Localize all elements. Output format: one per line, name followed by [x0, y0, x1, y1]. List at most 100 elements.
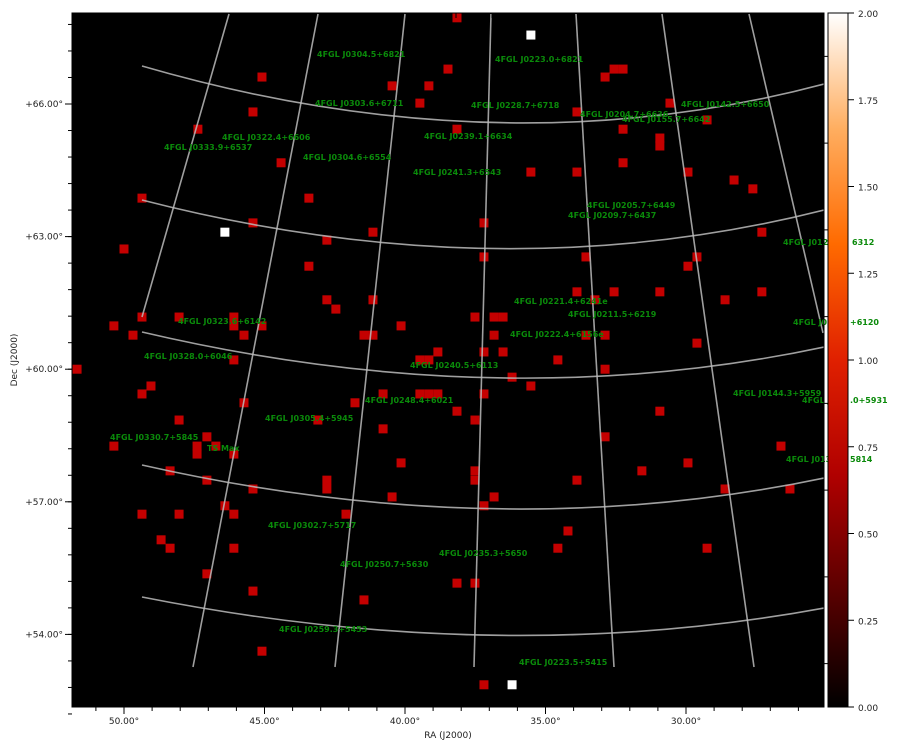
source-label: 4FGL J0204.7+6636 — [580, 110, 669, 119]
y-tick-label: +66.00° — [25, 100, 63, 110]
counts-pixel — [109, 321, 119, 331]
ra-gridline — [661, 13, 755, 668]
counts-pixel — [193, 124, 203, 134]
counts-pixel — [378, 389, 388, 399]
source-label: 4FGL J0240.5+6113 — [410, 361, 498, 370]
source-label: 4FGL J0248.4+6021 — [365, 396, 454, 405]
y-axis-title: Dec (J2000) — [10, 334, 20, 387]
counts-pixel — [702, 115, 712, 125]
counts-pixel — [396, 321, 406, 331]
y-tick-label: +54.00° — [25, 630, 63, 640]
counts-pixel — [341, 509, 351, 519]
counts-pixel — [489, 312, 499, 322]
counts-pixel — [618, 158, 628, 168]
counts-pixels — [72, 13, 795, 690]
counts-pixel — [479, 389, 489, 399]
source-label: +6120 — [850, 318, 879, 327]
counts-pixel — [479, 218, 489, 228]
y-tick-label: +63.00° — [25, 233, 63, 243]
source-label: 4FGL J0205.7+6449 — [587, 201, 676, 210]
source-label: 4FGL J0239.1+6634 — [424, 132, 513, 141]
counts-pixel — [248, 484, 258, 494]
dec-gridline-54 — [141, 596, 824, 637]
ra-gridline — [334, 13, 406, 668]
colorbar-tick-label: 0.75 — [858, 444, 878, 454]
source-label: TS Max — [207, 444, 240, 453]
source-label: 4FGL J — [802, 396, 830, 405]
source-label: 4FGL J0305.4+5945 — [265, 414, 354, 423]
source-label: 4FGL J0221.4+6241e — [514, 297, 608, 306]
counts-pixel — [720, 295, 730, 305]
counts-pixel — [470, 475, 480, 485]
ra-gridline — [575, 13, 615, 668]
coordinate-grid — [141, 13, 824, 668]
counts-pixel — [229, 321, 239, 331]
counts-pixel — [683, 458, 693, 468]
counts-pixel — [507, 680, 517, 690]
counts-pixel — [378, 424, 388, 434]
counts-pixel — [202, 475, 212, 485]
counts-pixel — [165, 543, 175, 553]
source-label: .0+5931 — [850, 396, 888, 405]
ra-gridline — [192, 13, 319, 668]
counts-pixel — [470, 466, 480, 476]
counts-pixel — [757, 227, 767, 237]
source-label: 4FGL J0302.7+5717 — [268, 521, 356, 530]
source-label: 4FGL J0235.3+5650 — [439, 549, 528, 558]
counts-pixel — [452, 406, 462, 416]
counts-pixel — [229, 509, 239, 519]
source-label: 4FGL J013 — [786, 455, 831, 464]
counts-pixel — [600, 330, 610, 340]
counts-pixel — [581, 252, 591, 262]
counts-pixel — [600, 72, 610, 82]
counts-pixel — [729, 175, 739, 185]
dec-gridline-63 — [141, 199, 824, 250]
source-label: 4FGL J0223.0+6821 — [495, 55, 584, 64]
dec-gridline-57 — [141, 464, 824, 510]
counts-pixel — [137, 193, 147, 203]
counts-pixel — [415, 355, 425, 365]
source-label: 4FGL J0328.0+6046 — [144, 352, 233, 361]
counts-pixel — [128, 330, 138, 340]
counts-pixel — [248, 586, 258, 596]
counts-pixel — [655, 141, 665, 151]
counts-pixel — [322, 484, 332, 494]
source-label: 4FGL J0223.5+5415 — [519, 658, 608, 667]
counts-pixel — [257, 72, 267, 82]
counts-pixel — [322, 475, 332, 485]
counts-pixel — [137, 509, 147, 519]
counts-pixel — [396, 458, 406, 468]
counts-pixel — [470, 578, 480, 588]
source-label: 4FGL J012 — [783, 238, 828, 247]
counts-pixel — [229, 355, 239, 365]
counts-pixel — [618, 64, 628, 74]
counts-pixel — [489, 330, 499, 340]
counts-pixel — [526, 30, 536, 40]
counts-pixel — [433, 389, 443, 399]
counts-pixel — [683, 261, 693, 271]
counts-pixel — [507, 372, 517, 382]
counts-pixel — [655, 406, 665, 416]
counts-pixel — [553, 355, 563, 365]
counts-pixel — [368, 330, 378, 340]
counts-pixel — [146, 381, 156, 391]
colorbar — [827, 12, 849, 708]
counts-pixel — [452, 124, 462, 134]
counts-pixel — [470, 415, 480, 425]
counts-pixel — [498, 347, 508, 357]
source-label: 4FGL J0330.7+5845 — [110, 433, 199, 442]
counts-pixel — [452, 13, 462, 23]
source-label: 4FGL J0142.5+6650 — [681, 100, 770, 109]
counts-pixel — [276, 158, 286, 168]
counts-pixel — [785, 484, 795, 494]
counts-pixel — [424, 389, 434, 399]
counts-pixel — [609, 287, 619, 297]
counts-pixel — [655, 133, 665, 143]
counts-pixel — [229, 543, 239, 553]
counts-pixel — [137, 389, 147, 399]
colorbar-ticks: 0.00 0.25 0.50 0.75 1.00 1.25 1.50 1.75 2.00 — [824, 10, 878, 714]
axes: 50.00° 45.00° 40.00° 35.00° 30.00° +54.00° +57… — [25, 13, 817, 727]
source-label: 4FGL J0241.3+6543 — [413, 168, 501, 177]
counts-pixel — [424, 81, 434, 91]
